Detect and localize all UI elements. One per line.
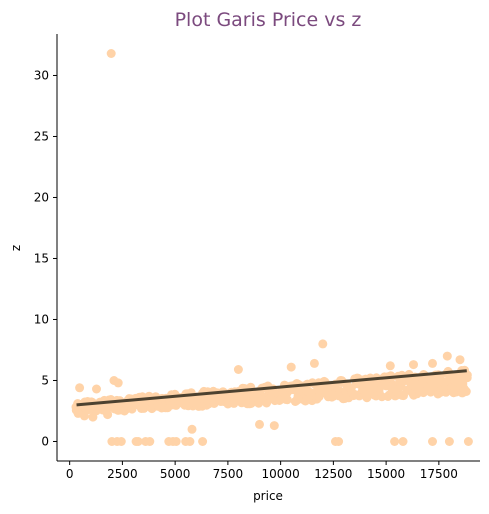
scatter-point <box>185 437 195 446</box>
y-tick-label: 25 <box>34 129 49 143</box>
scatter-point <box>385 361 395 371</box>
scatter-point <box>309 358 319 368</box>
scatter-point <box>145 437 155 446</box>
regression-line <box>76 369 467 407</box>
y-tick-label: 15 <box>34 251 49 265</box>
scatter-point <box>398 437 408 446</box>
x-tick-label: 7500 <box>213 467 244 481</box>
regression-layer <box>76 369 467 407</box>
scatter-point <box>444 437 454 446</box>
x-axis-label: price <box>253 489 283 503</box>
x-tick-label: 2500 <box>107 467 138 481</box>
scatter-point <box>88 412 98 422</box>
x-tick-label: 0 <box>66 467 74 481</box>
scatter-point <box>334 437 344 446</box>
scatter-point <box>286 362 296 372</box>
chart-title: Plot Garis Price vs z <box>175 9 362 31</box>
y-tick-label: 5 <box>41 373 49 387</box>
scatter-point <box>187 424 197 434</box>
scatter-point <box>79 411 89 421</box>
y-axis-label: z <box>9 245 23 251</box>
y-tick-label: 0 <box>41 434 49 448</box>
axes <box>56 34 480 462</box>
x-ticks: 0 2500 5000 7500 10000 12500 15000 17500 <box>66 461 458 481</box>
scatter-point <box>103 410 113 420</box>
scatter-point <box>461 387 471 396</box>
scatter-point <box>463 437 473 446</box>
scatter-point <box>116 437 126 446</box>
scatter-point <box>198 437 208 446</box>
scatter-point <box>113 378 123 388</box>
scatter-point-band <box>282 395 292 405</box>
scatter-point <box>233 365 243 374</box>
scatter-point <box>120 406 129 416</box>
scatter-point <box>106 49 116 58</box>
scatter-point <box>171 437 181 446</box>
scatter-point <box>133 437 143 446</box>
scatter-point <box>136 404 146 413</box>
scatter-point <box>409 360 418 370</box>
scatter-point <box>390 437 400 446</box>
scatter-point <box>75 383 85 393</box>
scatter-point <box>269 421 279 431</box>
scatter-point <box>428 358 437 368</box>
scatter-point <box>459 373 469 383</box>
y-tick-label: 20 <box>34 190 49 204</box>
scatter-point <box>318 339 328 349</box>
x-tick-label: 10000 <box>262 467 300 481</box>
x-tick-label: 15000 <box>367 467 405 481</box>
scatter-point <box>449 388 459 398</box>
x-tick-label: 12500 <box>314 467 352 481</box>
y-tick-label: 30 <box>34 68 49 82</box>
scatter-point <box>153 401 163 411</box>
scatter-point <box>455 355 465 365</box>
x-tick-label: 17500 <box>420 467 458 481</box>
scatter-point <box>428 437 437 446</box>
scatter-point <box>255 419 264 429</box>
scatter-point <box>92 384 101 394</box>
y-tick-label: 10 <box>34 312 49 326</box>
y-ticks: 0 5 10 15 20 25 30 <box>34 68 57 448</box>
x-tick-label: 5000 <box>160 467 191 481</box>
scatter-point <box>442 351 452 361</box>
